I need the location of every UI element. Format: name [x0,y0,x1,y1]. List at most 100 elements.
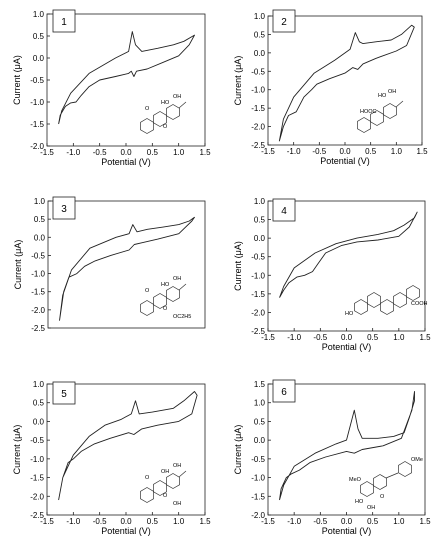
y-tick-label: -0.5 [251,67,265,76]
y-tick-label: 0.0 [254,234,266,243]
hydroxyl-label: HO [345,311,354,317]
cv-curve-series-1 [279,391,415,501]
cv-panel-3: 1.0 0.5 0.0 -0.5 -1.0 -1.5 -2.0 -2.5 Current (μA… [13,196,206,333]
y-axis-label: Current (μA) [233,241,243,291]
chemical-structure-4: HO COOH [345,285,428,317]
y-tick-label: 0.0 [34,233,46,242]
x-tick-label: -0.5 [93,148,107,157]
y-tick-label: -1.0 [251,86,265,95]
y-tick-label: -0.5 [251,455,265,464]
y-axis-label: Current (μA) [233,425,243,475]
y-tick-label: -2.5 [30,511,44,520]
y-tick-label: 0.5 [33,32,45,41]
x-tick-label: 0.0 [341,333,353,342]
x-tick-label: -1.0 [287,517,301,526]
cv-panel-5: 1.00.50.0-0.5-1.0-1.5-2.0-2.5-1.5 -1.0 -0.… [12,380,211,536]
y-tick-label: -1.5 [30,120,44,129]
x-tick-label: -1.0 [287,147,301,156]
y-tick-label: 0.5 [254,417,266,426]
y-tick-label: -1.5 [251,104,265,113]
x-tick-label: -0.5 [312,147,326,156]
y-tick-label: 1.0 [254,399,266,408]
x-tick-label: -1.0 [66,148,80,157]
y-tick-label: -0.5 [30,76,44,85]
x-tick-label: 1.5 [419,517,431,526]
hydroxyl-label: OH [173,276,181,282]
panel-label-box [272,198,296,222]
carbonyl-label: O [145,288,150,294]
cv-panel-2: 1.00.50.0-0.5-1.0-1.5-2.0-2.5-1.5 -1.0 -0.… [233,9,428,166]
x-tick-label: 0.0 [120,517,132,526]
y-tick-label: -1.0 [251,474,265,483]
x-tick-label: 1.0 [173,517,185,526]
x-tick-label: -0.5 [93,517,107,526]
x-tick-label: -1.0 [287,333,301,342]
y-tick-label: -1.0 [30,98,44,107]
plot-frame [47,200,206,329]
y-tick-label: -1.5 [251,290,265,299]
x-tick-label: 0.5 [365,147,377,156]
y-tick-label: -1.5 [251,492,265,501]
carboxyl-label: COOH [411,301,428,307]
x-tick-label: 0.0 [341,517,353,526]
y-tick-label: -0.5 [30,436,44,445]
methoxy-label: MeO [349,477,362,483]
hydroxyl-label: OH [161,469,169,475]
panel-label-box [52,196,76,220]
x-tick-label: -1.5 [261,147,275,156]
y-tick-label: -2.0 [251,123,265,132]
x-tick-label: 1.0 [393,333,405,342]
x-axis-label: Potential (V) [322,342,372,352]
y-tick-label: 1.0 [34,197,46,206]
x-tick-label: -0.5 [313,517,327,526]
panel-label-box [52,381,76,405]
cv-curve-series-1 [59,216,195,321]
hydroxyl-label: OH [173,94,181,100]
y-tick-label: 0.5 [33,399,45,408]
ether-label: O [163,124,168,130]
panel-label: 5 [61,389,67,400]
x-tick-label: -1.5 [40,148,54,157]
panels: 1.00.50.0-0.5-1.0-1.5-2.0-1.5 -1.0 -0.5 0.0… [12,9,431,536]
chemical-structure-5: O OH OH O OH [140,463,187,507]
x-tick-label: -1.5 [40,517,54,526]
x-tick-label: 0.5 [147,148,159,157]
x-tick-label: 0.5 [367,333,379,342]
panel-label: 2 [281,17,287,28]
methoxy-label: OMe [411,457,423,463]
y-tick-label: -2.0 [30,142,44,151]
x-tick-label: -0.5 [313,333,327,342]
x-tick-label: 1.0 [173,148,185,157]
x-tick-label: 0.5 [367,517,379,526]
panel-label-box [52,9,76,33]
y-tick-label: -2.5 [251,141,265,150]
hydroxyl-label: OH [173,463,181,469]
y-tick-label: 0.0 [33,417,45,426]
y-tick-label: -1.0 [31,270,45,279]
cv-curve-series-1 [58,391,198,501]
x-tick-label: -1.0 [66,517,80,526]
y-tick-label: -1.0 [251,271,265,280]
carbonyl-label: O [380,494,385,500]
ether-label: O [163,493,168,499]
y-tick-label: -1.0 [30,455,44,464]
panel-label: 6 [281,387,287,398]
panel-label: 4 [281,206,287,217]
y-axis-label: Current (μA) [12,425,22,475]
y-tick-label: -0.5 [31,251,45,260]
x-tick-label: 0.0 [339,147,351,156]
x-tick-label: 1.0 [393,517,405,526]
x-tick-label: 1.5 [199,517,211,526]
y-tick-label: 0.0 [33,54,45,63]
hydroxyl-label: HO [161,100,170,106]
hydroxyl-label: HO [161,282,170,288]
y-tick-label: -2.0 [31,306,45,315]
y-tick-label: 1.0 [33,380,45,389]
cv-panel-6: 1.51.00.50.0-0.5-1.0-1.5-2.0-1.5 -1.0 -0.5… [233,379,431,536]
y-tick-label: -0.5 [251,253,265,262]
y-axis-label: Current (μA) [233,56,243,106]
